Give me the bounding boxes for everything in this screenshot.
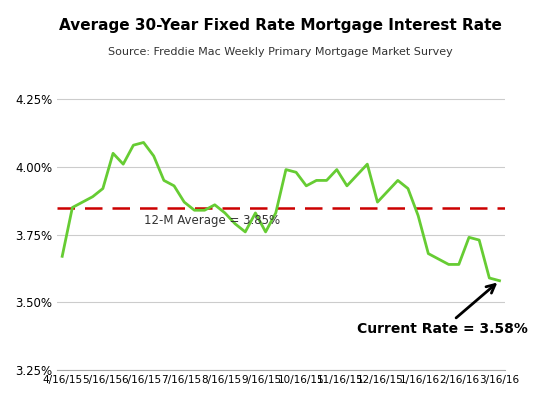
Text: Current Rate = 3.58%: Current Rate = 3.58% (357, 284, 528, 336)
Text: Source: Freddie Mac Weekly Primary Mortgage Market Survey: Source: Freddie Mac Weekly Primary Mortg… (108, 47, 453, 57)
Text: 12-M Average = 3.85%: 12-M Average = 3.85% (144, 214, 280, 227)
Text: Average 30-Year Fixed Rate Mortgage Interest Rate: Average 30-Year Fixed Rate Mortgage Inte… (59, 18, 502, 33)
